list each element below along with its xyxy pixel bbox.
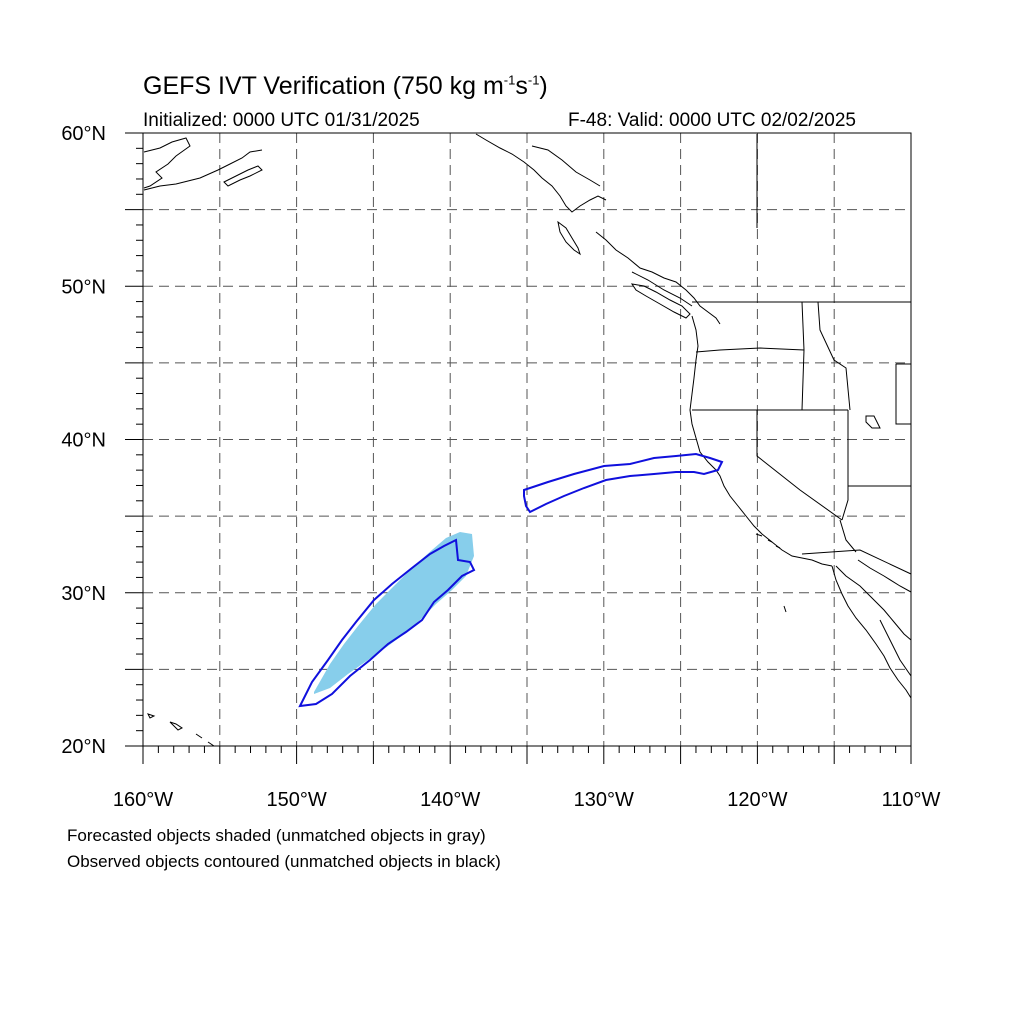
title-end: ) xyxy=(539,72,548,100)
lat-label: 50°N xyxy=(61,276,106,298)
alaska-coast xyxy=(143,137,263,191)
idaho-border xyxy=(801,301,851,411)
washington-oregon-border xyxy=(695,347,805,353)
title-exponent-2: -1 xyxy=(527,72,540,88)
baja-peninsula xyxy=(831,565,912,699)
haida-gwaii xyxy=(557,220,581,256)
lat-label: 20°N xyxy=(61,736,106,758)
lon-label: 110°W xyxy=(882,789,941,811)
axis-ticks xyxy=(125,132,912,764)
observed-note: Observed objects contoured (unmatched ob… xyxy=(67,852,501,871)
valid-time-label: F-48: Valid: 0000 UTC 02/02/2025 xyxy=(568,110,856,131)
arizona-california-border xyxy=(839,519,857,553)
coastlines xyxy=(143,133,912,747)
montana-wyoming-border xyxy=(895,363,911,425)
mexico-mainland-coast xyxy=(857,559,912,677)
title-main: GEFS IVT Verification (750 kg m xyxy=(143,72,504,100)
map-title: GEFS IVT Verification (750 kg m-1s-1) xyxy=(143,72,548,101)
california-nevada-border xyxy=(756,410,843,521)
hawaii-islands xyxy=(147,713,215,747)
longitude-labels: 160°W 150°W 140°W 130°W 120°W 110°W xyxy=(113,789,941,811)
graticule xyxy=(143,133,911,746)
lat-label: 60°N xyxy=(61,123,106,145)
us-west-coast xyxy=(689,315,833,567)
forecast-ivt-object xyxy=(314,532,474,694)
lat-label: 30°N xyxy=(61,583,106,605)
lon-label: 140°W xyxy=(420,789,480,811)
great-salt-lake xyxy=(865,415,881,429)
lon-label: 120°W xyxy=(727,789,787,811)
observed-ivt-object-north xyxy=(523,452,724,514)
latitude-labels: 60°N 50°N 40°N 30°N 20°N xyxy=(61,123,106,758)
lon-label: 160°W xyxy=(113,789,173,811)
vancouver-island xyxy=(630,283,691,319)
us-mexico-border xyxy=(801,549,912,575)
initialized-label: Initialized: 0000 UTC 01/31/2025 xyxy=(143,110,420,131)
observed-ivt-object-south xyxy=(298,538,476,708)
title-mid: s xyxy=(515,72,528,100)
title-exponent-1: -1 xyxy=(503,72,516,88)
lat-label: 40°N xyxy=(61,430,106,452)
nevada-utah-border xyxy=(841,410,849,521)
alaska-panhandle-coast xyxy=(475,133,607,213)
bc-coast xyxy=(595,231,721,325)
channel-islands xyxy=(755,533,787,613)
lon-label: 150°W xyxy=(266,789,326,811)
political-boundaries xyxy=(692,134,912,575)
lon-label: 130°W xyxy=(574,789,634,811)
forecast-note: Forecasted objects shaded (unmatched obj… xyxy=(67,826,486,845)
